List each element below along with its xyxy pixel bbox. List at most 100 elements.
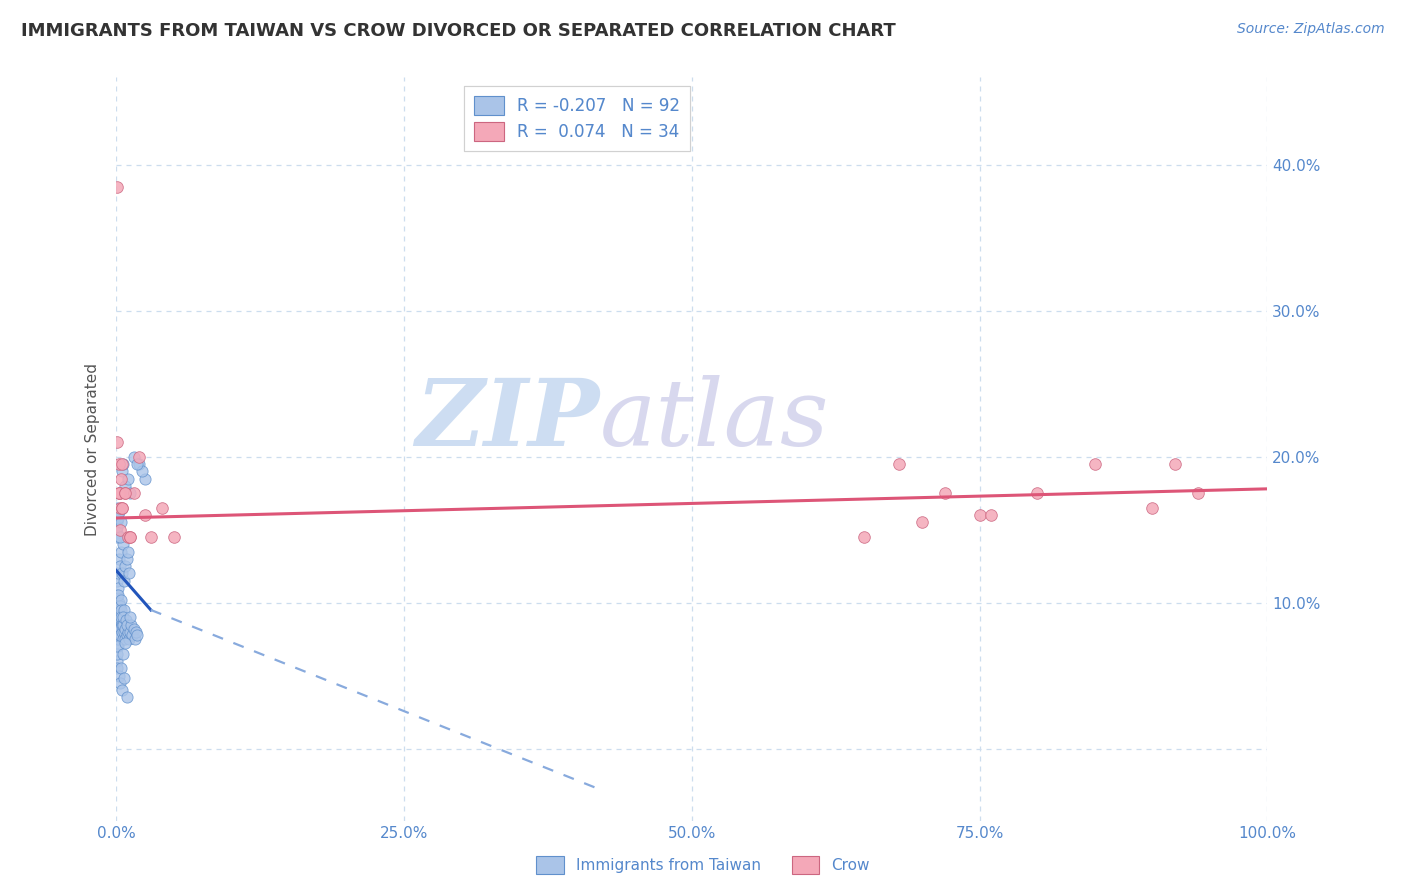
Point [108, 559, 131, 574]
Point [105, 640, 128, 654]
Point [114, 486, 136, 500]
Point [117, 530, 139, 544]
Legend: R = -0.207   N = 92, R =  0.074   N = 34: R = -0.207 N = 92, R = 0.074 N = 34 [464, 86, 690, 151]
Point [934, 486, 956, 500]
Point [118, 566, 141, 581]
Point [107, 596, 129, 610]
Point [125, 628, 148, 642]
Point [110, 516, 132, 530]
Point [114, 559, 136, 574]
Point [128, 457, 150, 471]
Point [107, 486, 129, 500]
Point [150, 500, 173, 515]
Point [107, 505, 129, 519]
Point [107, 624, 129, 639]
Point [105, 610, 128, 624]
Point [118, 632, 141, 646]
Point [107, 588, 129, 602]
Point [117, 472, 139, 486]
Point [128, 450, 150, 464]
Point [122, 486, 145, 500]
Point [108, 530, 131, 544]
Point [1164, 457, 1187, 471]
Point [107, 566, 129, 581]
Point [107, 552, 129, 566]
Point [107, 640, 129, 654]
Point [110, 592, 132, 607]
Point [105, 500, 128, 515]
Point [117, 544, 139, 558]
Point [887, 457, 910, 471]
Point [114, 479, 136, 493]
Point [107, 617, 129, 632]
Point [105, 588, 128, 602]
Point [107, 486, 129, 500]
Point [122, 450, 145, 464]
Point [111, 624, 134, 639]
Point [107, 581, 129, 595]
Point [980, 508, 1002, 522]
Point [112, 574, 135, 588]
Text: IMMIGRANTS FROM TAIWAN VS CROW DIVORCED OR SEPARATED CORRELATION CHART: IMMIGRANTS FROM TAIWAN VS CROW DIVORCED … [21, 22, 896, 40]
Point [108, 486, 131, 500]
Point [969, 508, 991, 522]
Point [112, 537, 135, 551]
Point [111, 610, 134, 624]
Point [107, 520, 129, 534]
Point [120, 530, 142, 544]
Point [110, 544, 132, 558]
Point [110, 661, 132, 675]
Point [107, 624, 129, 639]
Point [107, 603, 129, 617]
Point [105, 516, 128, 530]
Point [105, 603, 128, 617]
Point [114, 622, 136, 636]
Point [125, 457, 148, 471]
Point [853, 530, 876, 544]
Text: Source: ZipAtlas.com: Source: ZipAtlas.com [1237, 22, 1385, 37]
Point [125, 624, 148, 639]
Point [111, 500, 134, 515]
Point [114, 486, 136, 500]
Point [115, 628, 138, 642]
Point [124, 632, 146, 646]
Point [105, 596, 128, 610]
Point [107, 179, 129, 194]
Point [108, 610, 131, 624]
Point [111, 617, 134, 632]
Point [108, 676, 131, 690]
Point [110, 603, 132, 617]
Point [107, 617, 129, 632]
Y-axis label: Divorced or Separated: Divorced or Separated [86, 363, 100, 536]
Point [111, 464, 134, 478]
Point [110, 610, 132, 624]
Point [120, 617, 142, 632]
Point [105, 661, 128, 675]
Point [105, 530, 128, 544]
Point [1187, 486, 1209, 500]
Point [107, 457, 129, 471]
Point [122, 622, 145, 636]
Point [107, 668, 129, 682]
Point [117, 624, 139, 639]
Point [105, 654, 128, 668]
Legend: Immigrants from Taiwan, Crow: Immigrants from Taiwan, Crow [530, 850, 876, 880]
Point [134, 472, 156, 486]
Point [112, 672, 135, 686]
Point [108, 607, 131, 622]
Point [120, 486, 142, 500]
Point [131, 464, 153, 478]
Point [108, 628, 131, 642]
Point [108, 613, 131, 627]
Point [107, 632, 129, 646]
Point [115, 613, 138, 627]
Point [110, 472, 132, 486]
Text: ZIP: ZIP [415, 375, 600, 465]
Point [111, 500, 134, 515]
Point [1026, 486, 1049, 500]
Point [107, 511, 129, 525]
Point [120, 624, 142, 639]
Point [115, 690, 138, 705]
Point [114, 636, 136, 650]
Point [107, 435, 129, 450]
